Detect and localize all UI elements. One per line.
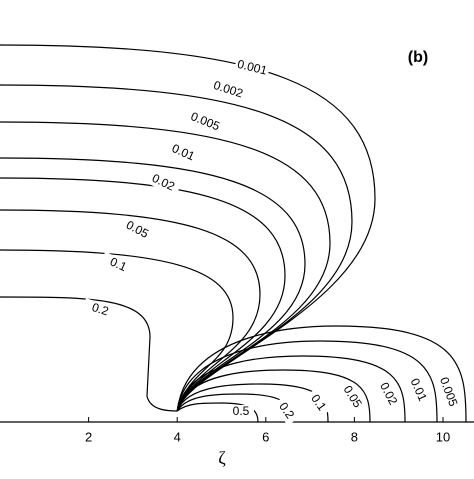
contour-label: 0.1 bbox=[108, 254, 129, 274]
label-bg bbox=[272, 396, 300, 426]
contour-label: 0.5 bbox=[233, 404, 250, 418]
contour-line bbox=[0, 296, 178, 412]
x-tick-label: 4 bbox=[174, 429, 181, 444]
contour-line bbox=[176, 402, 259, 423]
panel-label: (b) bbox=[408, 49, 428, 66]
x-tick-label: 2 bbox=[85, 429, 92, 444]
contour-line bbox=[176, 369, 371, 423]
label-bg bbox=[233, 57, 271, 79]
x-tick-label: 6 bbox=[262, 429, 269, 444]
contour-line bbox=[176, 355, 406, 423]
label-bg bbox=[209, 78, 247, 102]
contour-label: 0.2 bbox=[90, 300, 111, 319]
contour-line bbox=[0, 249, 234, 412]
contour-label: 0.005 bbox=[189, 109, 222, 133]
x-tick-label: 8 bbox=[351, 429, 358, 444]
contour-line bbox=[176, 325, 467, 423]
label-bg bbox=[144, 169, 182, 197]
label-bg bbox=[164, 139, 202, 167]
label-bg bbox=[406, 375, 430, 405]
x-tick-label: 10 bbox=[436, 429, 450, 444]
contour-line bbox=[0, 209, 261, 412]
label-bg bbox=[186, 109, 224, 135]
contour-line bbox=[0, 177, 286, 412]
label-bg bbox=[304, 388, 332, 418]
label-bg bbox=[118, 215, 156, 245]
label-bg bbox=[81, 298, 119, 322]
label-bg bbox=[228, 405, 254, 419]
label-bg bbox=[375, 379, 401, 409]
contour-line bbox=[0, 157, 306, 412]
label-bg bbox=[99, 251, 137, 279]
contour-line bbox=[176, 340, 438, 423]
contour-line bbox=[0, 84, 353, 412]
x-axis-label: ζ bbox=[218, 448, 226, 468]
label-bg bbox=[436, 377, 460, 407]
contour-line bbox=[0, 121, 331, 412]
label-bg bbox=[339, 382, 365, 412]
